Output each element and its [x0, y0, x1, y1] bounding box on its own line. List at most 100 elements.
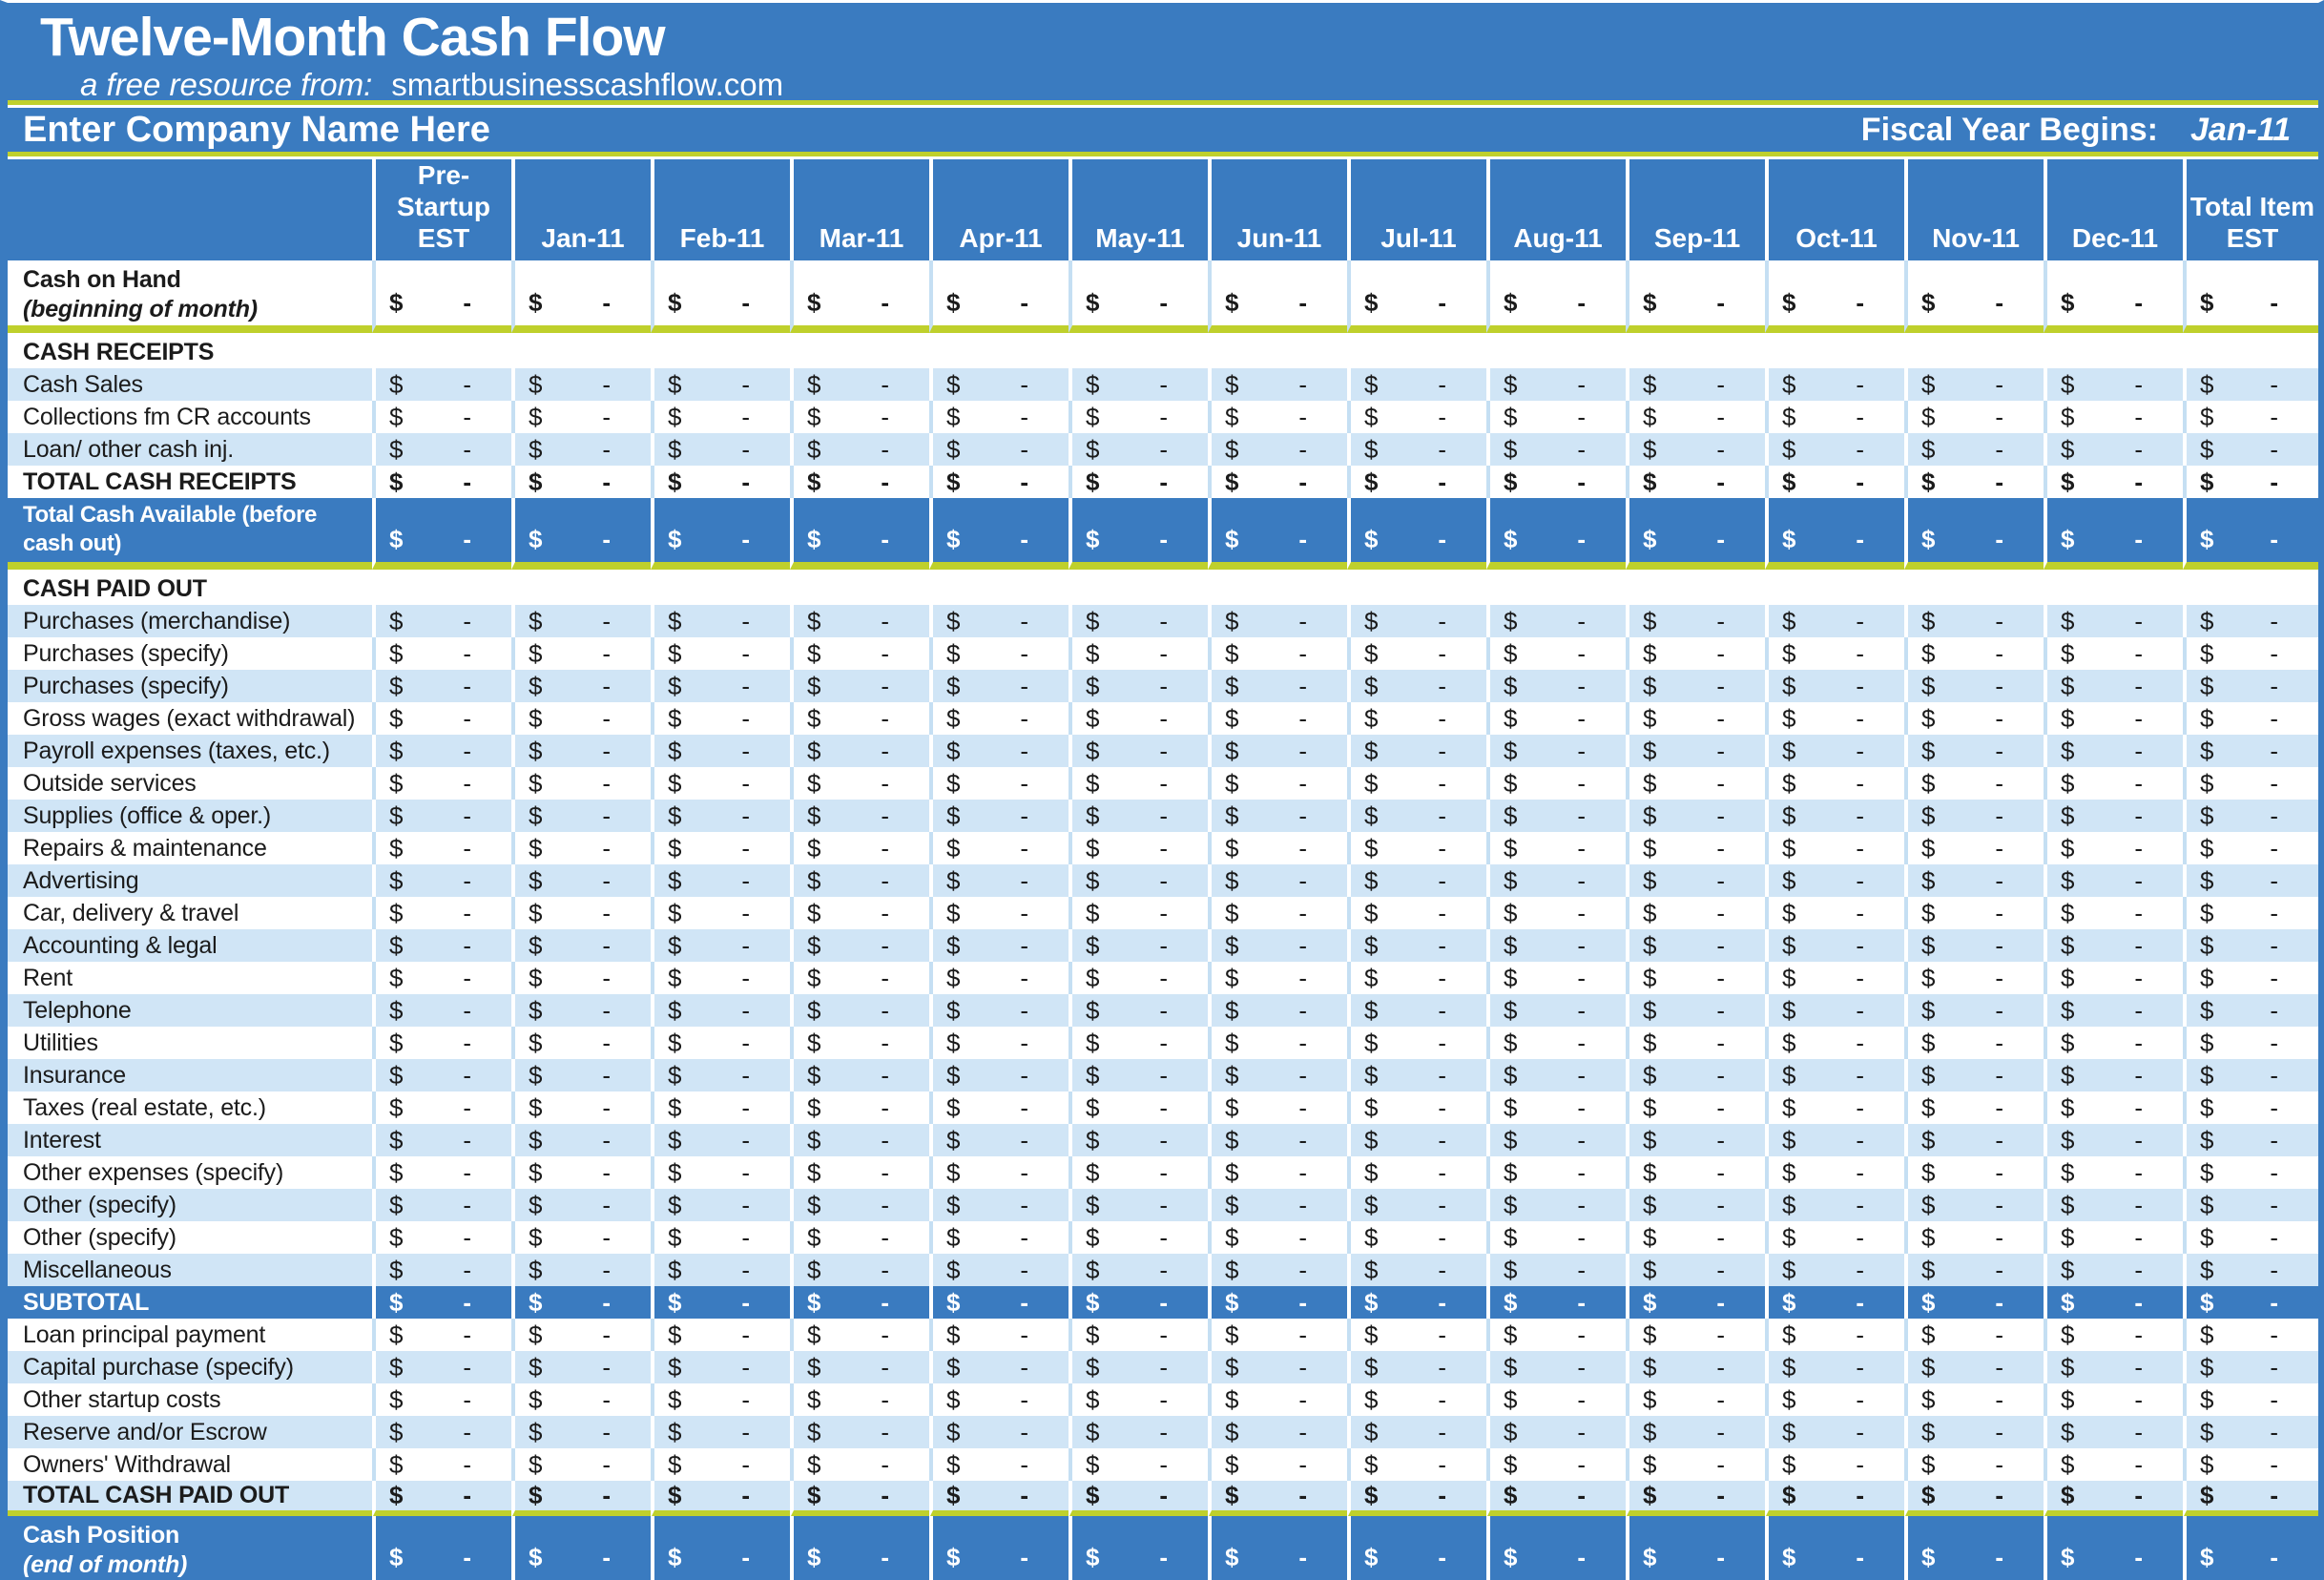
- amount-cell[interactable]: $ -: [1626, 498, 1765, 570]
- amount-cell[interactable]: $ -: [1486, 767, 1626, 800]
- amount-cell[interactable]: $ -: [372, 1286, 511, 1319]
- amount-cell[interactable]: $ -: [1347, 433, 1486, 466]
- amount-cell[interactable]: $ -: [372, 401, 511, 433]
- amount-cell[interactable]: $ -: [1626, 1124, 1765, 1156]
- amount-cell[interactable]: $ -: [2183, 670, 2318, 702]
- amount-cell[interactable]: $ -: [1904, 466, 2044, 498]
- amount-cell[interactable]: $ -: [1904, 767, 2044, 800]
- amount-cell[interactable]: $ -: [1347, 1254, 1486, 1286]
- amount-cell[interactable]: $ -: [372, 1351, 511, 1383]
- row-label[interactable]: Advertising: [8, 864, 372, 897]
- amount-cell[interactable]: $ -: [1626, 962, 1765, 994]
- amount-cell[interactable]: $ -: [2183, 1221, 2318, 1254]
- column-header-may-11[interactable]: May-11: [1069, 159, 1208, 260]
- amount-cell[interactable]: $ -: [1208, 368, 1347, 401]
- amount-cell[interactable]: $ -: [1347, 1383, 1486, 1416]
- amount-cell[interactable]: $ -: [2044, 1221, 2183, 1254]
- amount-cell[interactable]: $ -: [1765, 1059, 1904, 1091]
- amount-cell[interactable]: $ -: [1069, 832, 1208, 864]
- amount-cell[interactable]: $ -: [1208, 1383, 1347, 1416]
- amount-cell[interactable]: $ -: [1486, 897, 1626, 929]
- amount-cell[interactable]: $ -: [1208, 962, 1347, 994]
- amount-cell[interactable]: $ -: [511, 1221, 651, 1254]
- amount-cell[interactable]: $ -: [1904, 1254, 2044, 1286]
- amount-cell[interactable]: $ -: [1626, 1027, 1765, 1059]
- amount-cell[interactable]: $ -: [929, 800, 1069, 832]
- amount-cell[interactable]: $ -: [1486, 260, 1626, 333]
- row-label[interactable]: Purchases (specify): [8, 637, 372, 670]
- amount-cell[interactable]: $ -: [1626, 897, 1765, 929]
- amount-cell[interactable]: $ -: [651, 433, 790, 466]
- amount-cell[interactable]: $ -: [1069, 1516, 1208, 1580]
- amount-cell[interactable]: $ -: [372, 735, 511, 767]
- amount-cell[interactable]: $ -: [2044, 994, 2183, 1027]
- amount-cell[interactable]: $ -: [651, 1319, 790, 1351]
- amount-cell[interactable]: $ -: [1626, 702, 1765, 735]
- amount-cell[interactable]: $ -: [2044, 767, 2183, 800]
- amount-cell[interactable]: $ -: [1208, 1221, 1347, 1254]
- amount-cell[interactable]: $ -: [2044, 637, 2183, 670]
- amount-cell[interactable]: $ -: [651, 929, 790, 962]
- amount-cell[interactable]: $ -: [372, 1319, 511, 1351]
- amount-cell[interactable]: $ -: [1904, 637, 2044, 670]
- amount-cell[interactable]: $ -: [651, 800, 790, 832]
- amount-cell[interactable]: $ -: [511, 1156, 651, 1189]
- amount-cell[interactable]: $ -: [1347, 767, 1486, 800]
- amount-cell[interactable]: $ -: [1208, 994, 1347, 1027]
- amount-cell[interactable]: $ -: [2044, 1383, 2183, 1416]
- amount-cell[interactable]: $ -: [1765, 702, 1904, 735]
- amount-cell[interactable]: $ -: [1904, 1286, 2044, 1319]
- amount-cell[interactable]: $ -: [1626, 433, 1765, 466]
- amount-cell[interactable]: $ -: [1904, 735, 2044, 767]
- amount-cell[interactable]: $ -: [1626, 1091, 1765, 1124]
- amount-cell[interactable]: $ -: [651, 1254, 790, 1286]
- amount-cell[interactable]: $ -: [651, 832, 790, 864]
- amount-cell[interactable]: $ -: [1069, 1189, 1208, 1221]
- amount-cell[interactable]: $ -: [1765, 260, 1904, 333]
- amount-cell[interactable]: $ -: [929, 864, 1069, 897]
- amount-cell[interactable]: $ -: [1069, 466, 1208, 498]
- row-label[interactable]: Loan/ other cash inj.: [8, 433, 372, 466]
- amount-cell[interactable]: $ -: [929, 962, 1069, 994]
- amount-cell[interactable]: $ -: [511, 1448, 651, 1481]
- amount-cell[interactable]: $ -: [1208, 1448, 1347, 1481]
- amount-cell[interactable]: $ -: [1765, 1383, 1904, 1416]
- row-label[interactable]: Reserve and/or Escrow: [8, 1416, 372, 1448]
- amount-cell[interactable]: $ -: [790, 767, 929, 800]
- amount-cell[interactable]: $ -: [511, 1059, 651, 1091]
- amount-cell[interactable]: $ -: [1347, 897, 1486, 929]
- amount-cell[interactable]: $ -: [372, 767, 511, 800]
- amount-cell[interactable]: $ -: [790, 498, 929, 570]
- amount-cell[interactable]: $ -: [651, 401, 790, 433]
- amount-cell[interactable]: $ -: [1069, 962, 1208, 994]
- amount-cell[interactable]: $ -: [651, 994, 790, 1027]
- amount-cell[interactable]: $ -: [1904, 1516, 2044, 1580]
- amount-cell[interactable]: $ -: [1765, 832, 1904, 864]
- amount-cell[interactable]: $ -: [790, 994, 929, 1027]
- amount-cell[interactable]: $ -: [2183, 994, 2318, 1027]
- amount-cell[interactable]: $ -: [1486, 1416, 1626, 1448]
- row-label[interactable]: Outside services: [8, 767, 372, 800]
- amount-cell[interactable]: $ -: [1765, 735, 1904, 767]
- row-label[interactable]: Other (specify): [8, 1189, 372, 1221]
- amount-cell[interactable]: $ -: [1904, 401, 2044, 433]
- amount-cell[interactable]: $ -: [372, 1416, 511, 1448]
- amount-cell[interactable]: $ -: [372, 1481, 511, 1518]
- amount-cell[interactable]: $ -: [790, 1221, 929, 1254]
- amount-cell[interactable]: $ -: [1486, 1156, 1626, 1189]
- amount-cell[interactable]: $ -: [1069, 1027, 1208, 1059]
- amount-cell[interactable]: $ -: [1486, 1189, 1626, 1221]
- amount-cell[interactable]: $ -: [372, 605, 511, 637]
- amount-cell[interactable]: $ -: [1347, 1351, 1486, 1383]
- amount-cell[interactable]: $ -: [929, 498, 1069, 570]
- amount-cell[interactable]: $ -: [372, 1221, 511, 1254]
- amount-cell[interactable]: $ -: [651, 1448, 790, 1481]
- amount-cell[interactable]: $ -: [511, 1416, 651, 1448]
- amount-cell[interactable]: $ -: [929, 929, 1069, 962]
- amount-cell[interactable]: $ -: [1765, 767, 1904, 800]
- amount-cell[interactable]: $ -: [1626, 466, 1765, 498]
- amount-cell[interactable]: $ -: [1347, 832, 1486, 864]
- amount-cell[interactable]: $ -: [651, 670, 790, 702]
- amount-cell[interactable]: $ -: [1069, 1286, 1208, 1319]
- amount-cell[interactable]: $ -: [511, 832, 651, 864]
